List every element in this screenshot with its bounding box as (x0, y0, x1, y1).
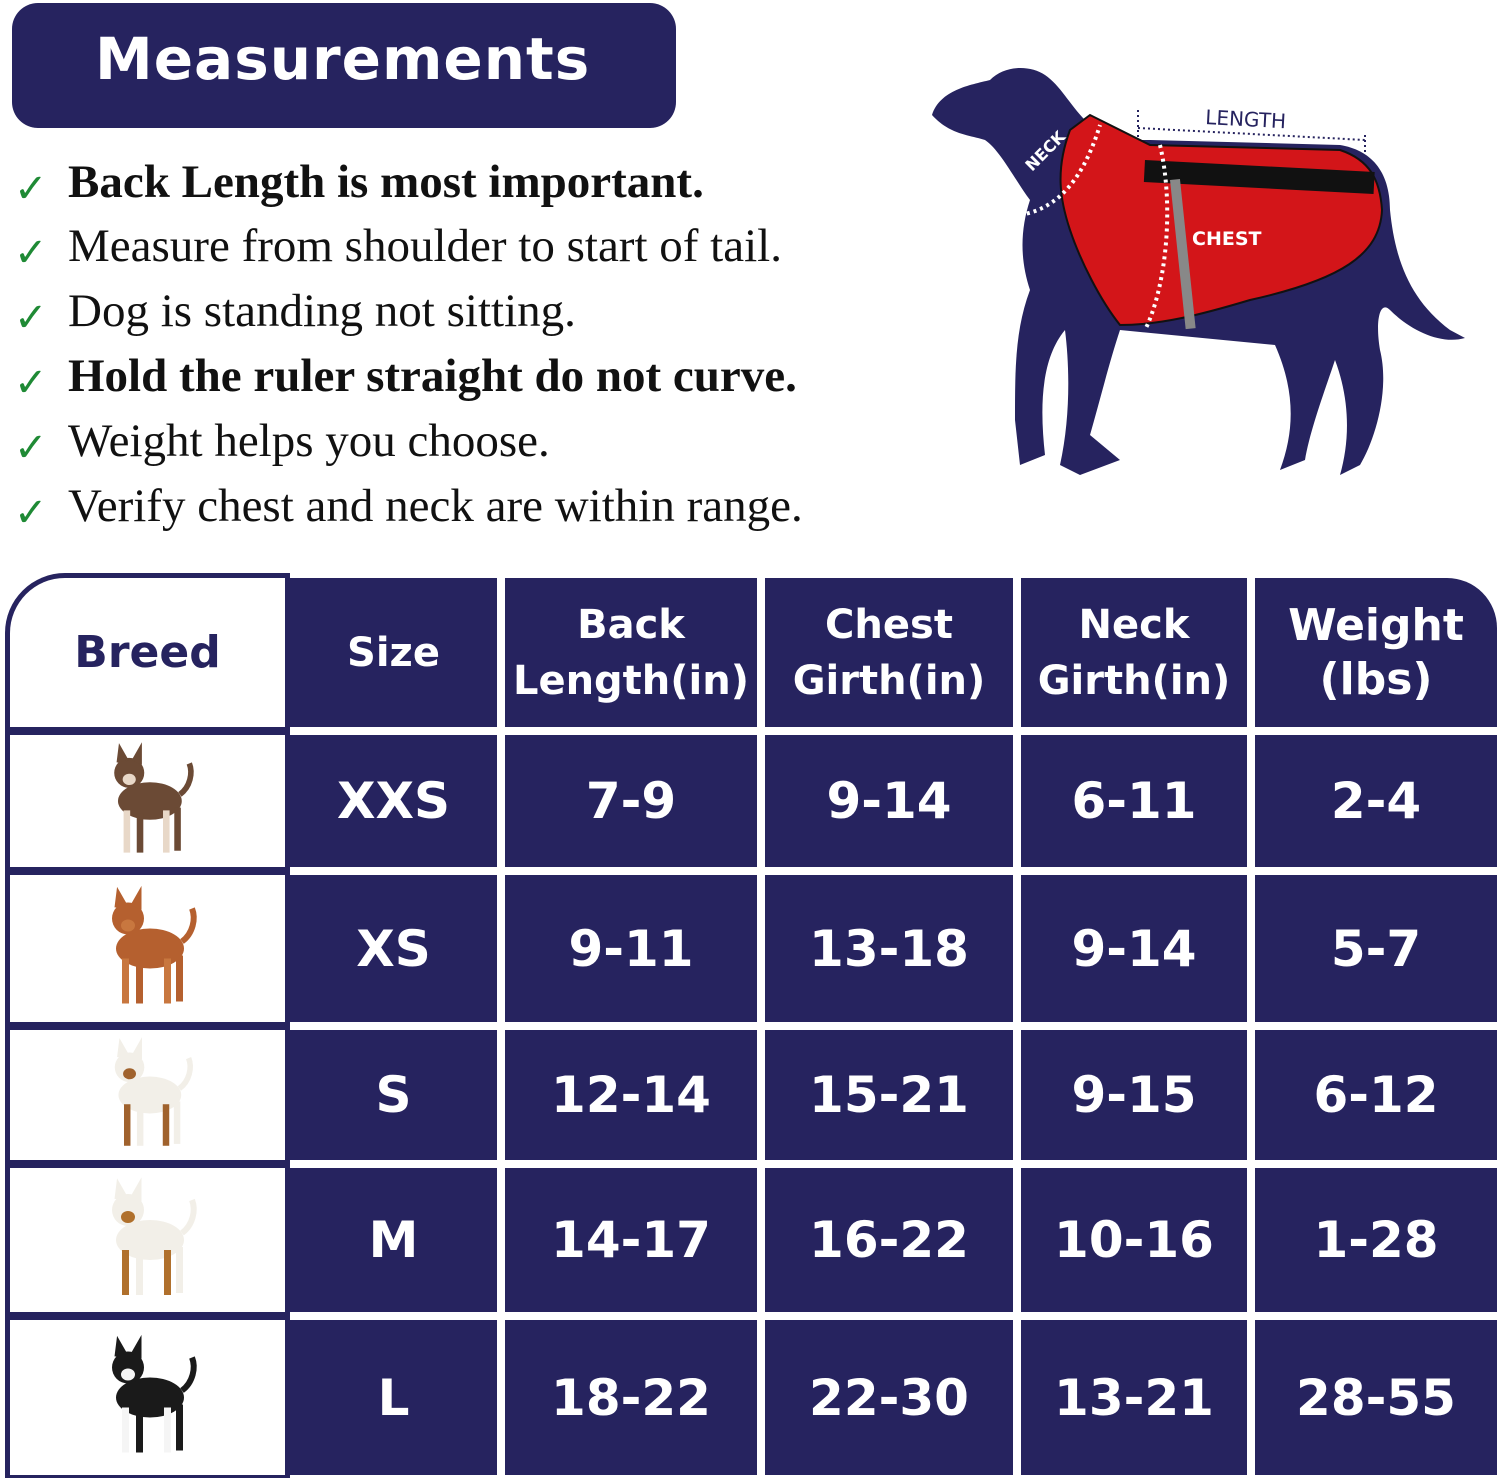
breed-image-cell (10, 875, 285, 1022)
header-cell-chest: Chest Girth(in) (765, 578, 1013, 727)
vest (1059, 113, 1384, 327)
back-length-header: Back Length(in) (512, 601, 750, 704)
chest-label: CHEST (1192, 228, 1262, 250)
chest-value: 16-22 (765, 1168, 1013, 1312)
neck-value: 9-14 (1021, 875, 1247, 1022)
chest-value: 13-18 (765, 875, 1013, 1022)
page-title: Measurements (95, 25, 591, 93)
neck-value: 9-15 (1021, 1030, 1247, 1160)
back-value: 12-14 (505, 1030, 757, 1160)
breed-image-cell (10, 1030, 285, 1160)
breed-image-cell (10, 735, 285, 867)
tip-item: ✓ Weight helps you choose. (14, 411, 550, 471)
weight-header: Weight (lbs) (1288, 599, 1464, 705)
tip-text: Verify chest and neck are within range. (68, 480, 803, 532)
tip-text: Back Length is most important. (68, 156, 704, 208)
chest-strap (1170, 178, 1196, 330)
breed-header-cell: Breed (10, 578, 285, 727)
neck-value: 10-16 (1021, 1168, 1247, 1312)
check-mark-icon: ✓ (14, 425, 48, 471)
back-value: 9-11 (505, 875, 757, 1022)
header-cell-weight: Weight (lbs) (1255, 578, 1497, 727)
tip-item: ✓ Hold the ruler straight do not curve. (14, 346, 797, 406)
neck-line (1019, 124, 1102, 217)
check-mark-icon: ✓ (14, 230, 48, 276)
chest-girth-header: Chest Girth(in) (792, 601, 986, 704)
tip-item: ✓ Back Length is most important. (14, 152, 704, 212)
tip-item: ✓ Dog is standing not sitting. (14, 281, 576, 341)
check-mark-icon: ✓ (14, 295, 48, 341)
back-value: 7-9 (505, 735, 757, 867)
back-value: 18-22 (505, 1320, 757, 1475)
check-mark-icon: ✓ (14, 490, 48, 536)
size-chart-table: Breed (5, 573, 1497, 1478)
size-value: M (290, 1168, 497, 1312)
size-value: XXS (290, 735, 497, 867)
header-cell-neck: Neck Girth(in) (1021, 578, 1247, 727)
neck-value: 6-11 (1021, 735, 1247, 867)
tip-text: Dog is standing not sitting. (68, 285, 576, 337)
breed-image-cell (10, 1320, 285, 1475)
check-mark-icon: ✓ (14, 360, 48, 406)
tip-text: Weight helps you choose. (68, 415, 550, 467)
breed-image-cell (10, 1168, 285, 1312)
size-value: XS (290, 875, 497, 1022)
neck-value: 13-21 (1021, 1320, 1247, 1475)
tip-text: Hold the ruler straight do not curve. (68, 350, 797, 402)
weight-value: 5-7 (1255, 875, 1497, 1022)
chest-value: 22-30 (765, 1320, 1013, 1475)
chest-value: 9-14 (765, 735, 1013, 867)
dog-measurement-diagram: LENGTH NECK CHEST (932, 68, 1465, 476)
header-cell-back: Back Length(in) (505, 578, 757, 727)
header-cell-size: Size (290, 578, 497, 727)
jack-russell-terrier-image (114, 1037, 193, 1146)
chest-value: 15-21 (765, 1030, 1013, 1160)
length-label: LENGTH (1205, 105, 1287, 133)
breed-column: Breed (5, 573, 290, 1478)
chihuahua-image (113, 742, 194, 853)
title-banner: Measurements (12, 3, 676, 128)
vest-strap (1143, 160, 1375, 195)
toy-poodle-image (111, 885, 197, 1004)
back-value: 14-17 (505, 1168, 757, 1312)
beagle-image (111, 1177, 197, 1295)
length-line (1137, 110, 1366, 165)
check-mark-icon: ✓ (14, 166, 48, 212)
weight-value: 2-4 (1255, 735, 1497, 867)
neck-girth-header: Neck Girth(in) (1037, 601, 1231, 704)
breed-header: Breed (74, 627, 221, 678)
weight-value: 6-12 (1255, 1030, 1497, 1160)
size-value: L (290, 1320, 497, 1475)
size-value: S (290, 1030, 497, 1160)
border-collie-image (111, 1334, 197, 1453)
weight-value: 28-55 (1255, 1320, 1497, 1475)
tip-item: ✓ Measure from shoulder to start of tail. (14, 216, 782, 276)
tip-item: ✓ Verify chest and neck are within range. (14, 476, 803, 536)
size-header: Size (347, 629, 440, 676)
weight-value: 1-28 (1255, 1168, 1497, 1312)
tip-text: Measure from shoulder to start of tail. (68, 220, 782, 272)
